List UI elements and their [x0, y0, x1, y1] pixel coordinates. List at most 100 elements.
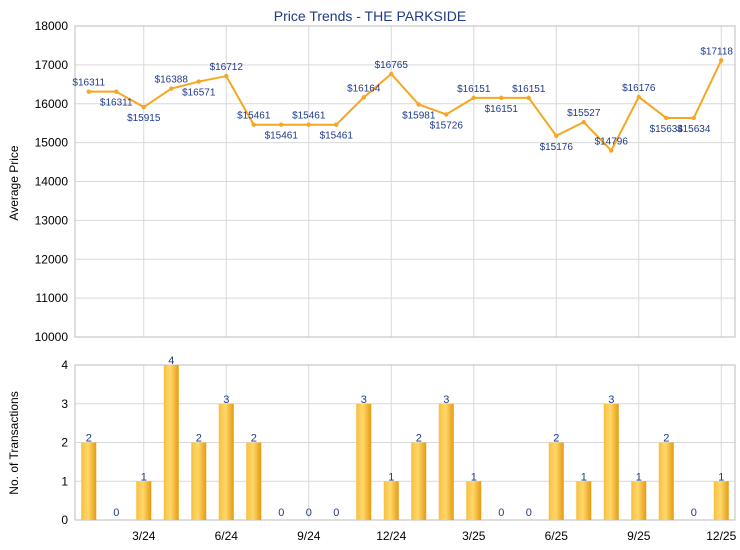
transaction-bar	[576, 481, 592, 520]
transactions-axis-title: No. of Transactions	[7, 391, 21, 494]
price-point	[581, 119, 586, 125]
transactions-tick-label: 4	[61, 358, 68, 372]
price-point	[279, 122, 284, 127]
price-tick-label: 14000	[35, 175, 69, 189]
price-point	[499, 95, 504, 101]
x-tick-label: 3/24	[132, 529, 156, 543]
price-data-label: $15176	[540, 142, 574, 153]
price-data-label: $16176	[622, 83, 656, 94]
price-tick-label: 11000	[36, 291, 69, 305]
x-tick-label: 12/24	[376, 529, 406, 543]
price-point	[719, 58, 724, 63]
price-data-label: $15915	[127, 113, 161, 124]
transactions-tick-label: 2	[61, 436, 68, 450]
transactions-plot-frame	[74, 364, 736, 521]
price-tick-label: 17000	[35, 58, 69, 72]
transaction-bar	[81, 442, 97, 520]
transaction-bar-label: 0	[498, 507, 504, 519]
x-tick-label: 12/25	[706, 529, 736, 543]
price-point	[389, 71, 394, 77]
price-data-label: $15461	[320, 131, 354, 142]
transaction-bar-label: 0	[306, 507, 312, 519]
transaction-bar	[136, 481, 152, 520]
price-tick-label: 16000	[35, 97, 69, 111]
price-data-label: $16765	[375, 60, 409, 71]
price-data-label: $14796	[595, 137, 629, 148]
price-tick-label: 15000	[35, 136, 69, 150]
price-point	[471, 95, 476, 101]
price-data-label: $16164	[347, 83, 381, 94]
transaction-bar-label: 0	[526, 507, 532, 519]
price-tick-label: 13000	[35, 213, 69, 227]
transaction-bar	[411, 442, 427, 520]
price-point	[444, 112, 449, 117]
transaction-bar	[713, 481, 729, 520]
x-tick-label: 6/25	[545, 529, 569, 543]
price-axis-title: Average Price	[7, 145, 21, 220]
transactions-tick-label: 1	[61, 474, 68, 488]
price-point	[141, 104, 146, 110]
x-tick-label: 3/25	[462, 529, 486, 543]
price-data-label: $16311	[100, 98, 133, 109]
transaction-bar	[603, 403, 619, 520]
transaction-bar	[383, 481, 399, 520]
transaction-bar-label: 2	[196, 433, 202, 445]
price-data-label: $15634	[677, 124, 711, 135]
x-tick-label: 9/25	[627, 529, 651, 543]
transaction-bar-label: 1	[636, 471, 642, 483]
price-point	[169, 86, 174, 91]
transaction-bar	[218, 403, 234, 520]
x-tick-label: 6/24	[215, 529, 239, 543]
price-point	[636, 94, 641, 100]
transaction-bar-label: 4	[168, 355, 174, 367]
price-data-label: $16571	[182, 88, 216, 99]
transaction-bar	[191, 442, 207, 520]
price-point	[361, 95, 366, 100]
transaction-bar-label: 3	[443, 394, 449, 406]
price-data-label: $16388	[155, 75, 189, 86]
transaction-bar	[438, 403, 454, 520]
transaction-bar-label: 2	[86, 433, 92, 445]
price-tick-label: 10000	[35, 330, 69, 344]
transaction-bar-label: 1	[471, 471, 477, 483]
transaction-bar-label: 0	[113, 507, 119, 519]
price-point	[114, 89, 119, 94]
transaction-bar-label: 1	[141, 471, 147, 483]
price-point	[306, 122, 311, 127]
price-data-label: $15461	[292, 111, 326, 122]
price-point	[196, 79, 201, 84]
transaction-bar-label: 0	[333, 507, 339, 519]
transaction-bar-label: 3	[608, 394, 614, 406]
price-data-label: $15981	[402, 110, 436, 121]
price-point	[691, 115, 696, 121]
price-point	[334, 122, 339, 127]
price-tick-label: 18000	[35, 19, 69, 33]
transaction-bar-label: 0	[691, 507, 697, 519]
transaction-bar-label: 2	[416, 433, 422, 445]
transaction-bar-label: 1	[581, 471, 587, 483]
transaction-bar-label: 1	[718, 471, 724, 483]
price-plot-frame	[74, 25, 736, 338]
price-data-label: $16151	[485, 104, 519, 115]
transaction-bar-label: 2	[663, 433, 669, 445]
price-data-label: $15634	[650, 124, 684, 135]
price-point	[609, 148, 614, 153]
price-point	[251, 122, 256, 127]
price-panel: 10000 11000 12000 13000 14000 15000 16000 17000…	[35, 19, 736, 344]
price-data-label: $15726	[430, 120, 464, 131]
price-data-label: $16151	[512, 84, 546, 95]
price-point	[526, 95, 531, 101]
price-data-label: $16311	[72, 78, 105, 89]
transaction-bar	[356, 403, 372, 520]
price-tick-label: 12000	[35, 252, 69, 266]
price-point	[416, 102, 421, 107]
transaction-bar-label: 2	[553, 433, 559, 445]
transaction-bar	[246, 442, 262, 520]
transaction-bar	[466, 481, 482, 520]
price-point	[664, 115, 669, 121]
price-series-line	[88, 59, 723, 153]
price-point	[554, 133, 559, 138]
transaction-bar-label: 2	[251, 433, 257, 445]
